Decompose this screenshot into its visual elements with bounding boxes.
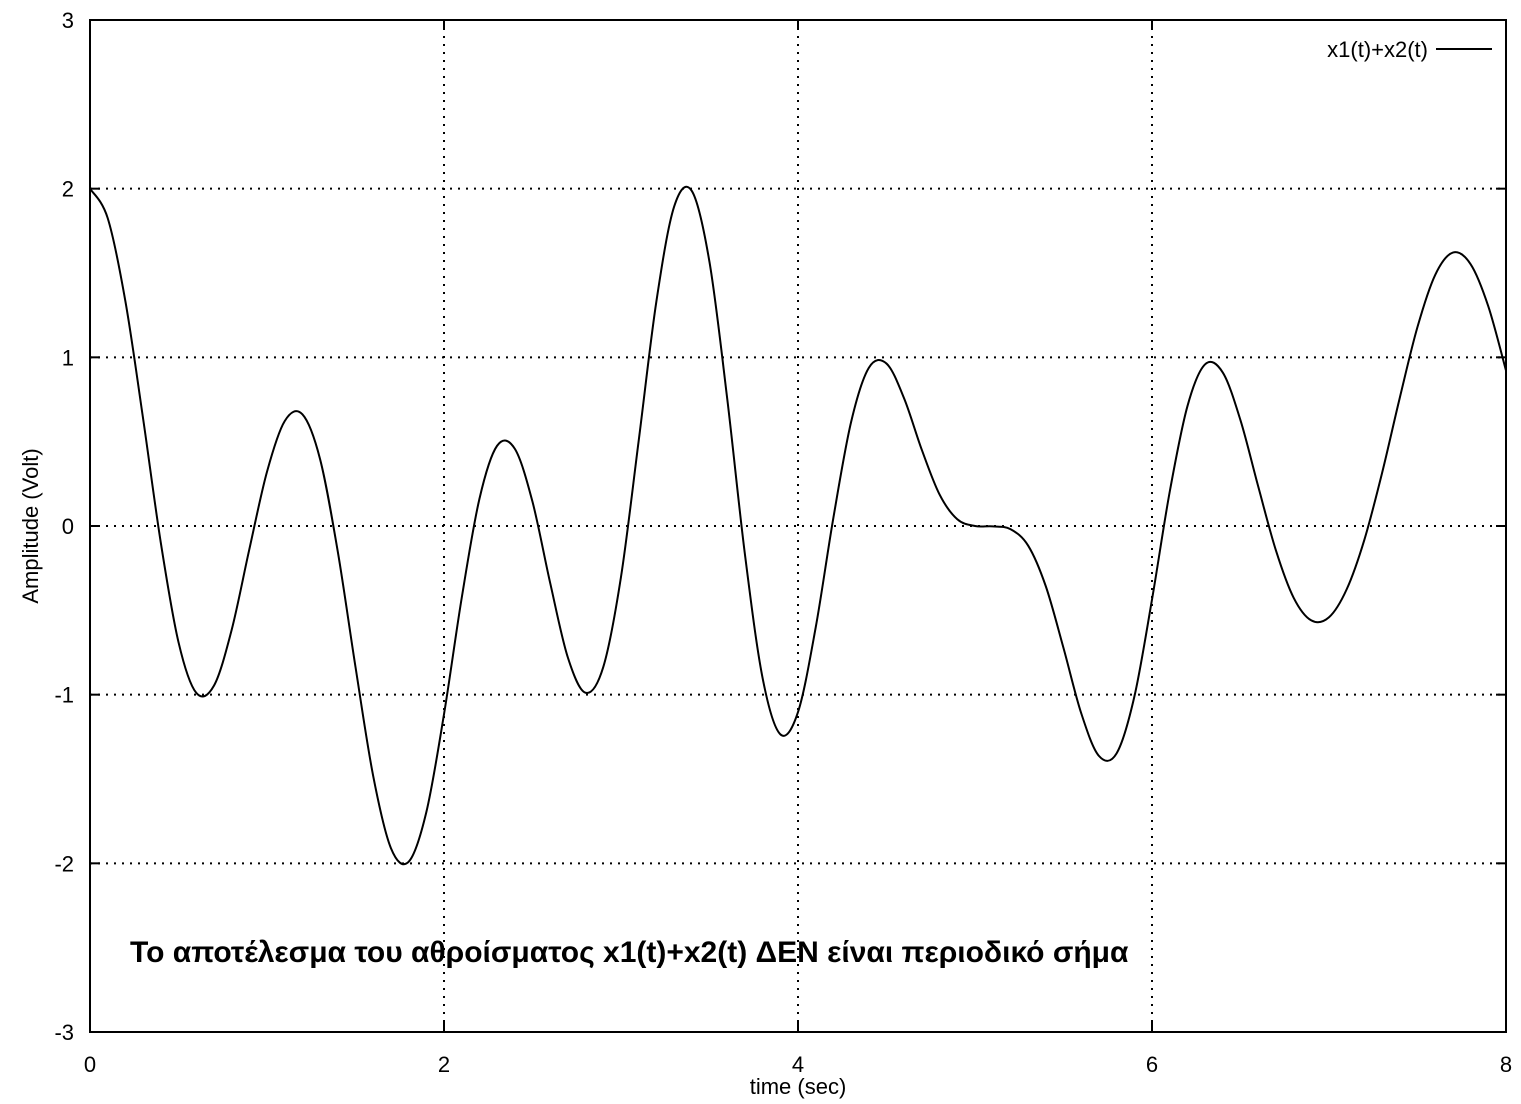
x-tick-label: 8 [1500, 1052, 1512, 1077]
chart-annotation: Το αποτέλεσμα του αθροίσματος x1(t)+x2(t… [130, 936, 1129, 969]
x-tick-label: 6 [1146, 1052, 1158, 1077]
y-axis-label: Amplitude (Volt) [18, 448, 43, 603]
y-tick-label: -3 [54, 1020, 74, 1045]
legend: x1(t)+x2(t) [1327, 37, 1492, 62]
series-line [89, 185, 1507, 866]
y-tick-label: -2 [54, 851, 74, 876]
x-tick-label: 2 [438, 1052, 450, 1077]
y-tick-label: -1 [54, 683, 74, 708]
x-tick-label: 4 [792, 1052, 804, 1077]
y-tick-label: 2 [62, 177, 74, 202]
y-tick-label: 3 [62, 8, 74, 33]
tick-labels: 0 2 4 6 8 -3 -2 -1 0 1 2 3 [54, 8, 1512, 1077]
series-group [89, 185, 1507, 866]
x-axis-label: time (sec) [750, 1074, 847, 1099]
y-tick-label: 1 [62, 345, 74, 370]
legend-label: x1(t)+x2(t) [1327, 37, 1428, 62]
x-tick-label: 0 [84, 1052, 96, 1077]
y-tick-label: 0 [62, 514, 74, 539]
grid-lines [90, 20, 1506, 1032]
plot-frame [89, 19, 1507, 1033]
